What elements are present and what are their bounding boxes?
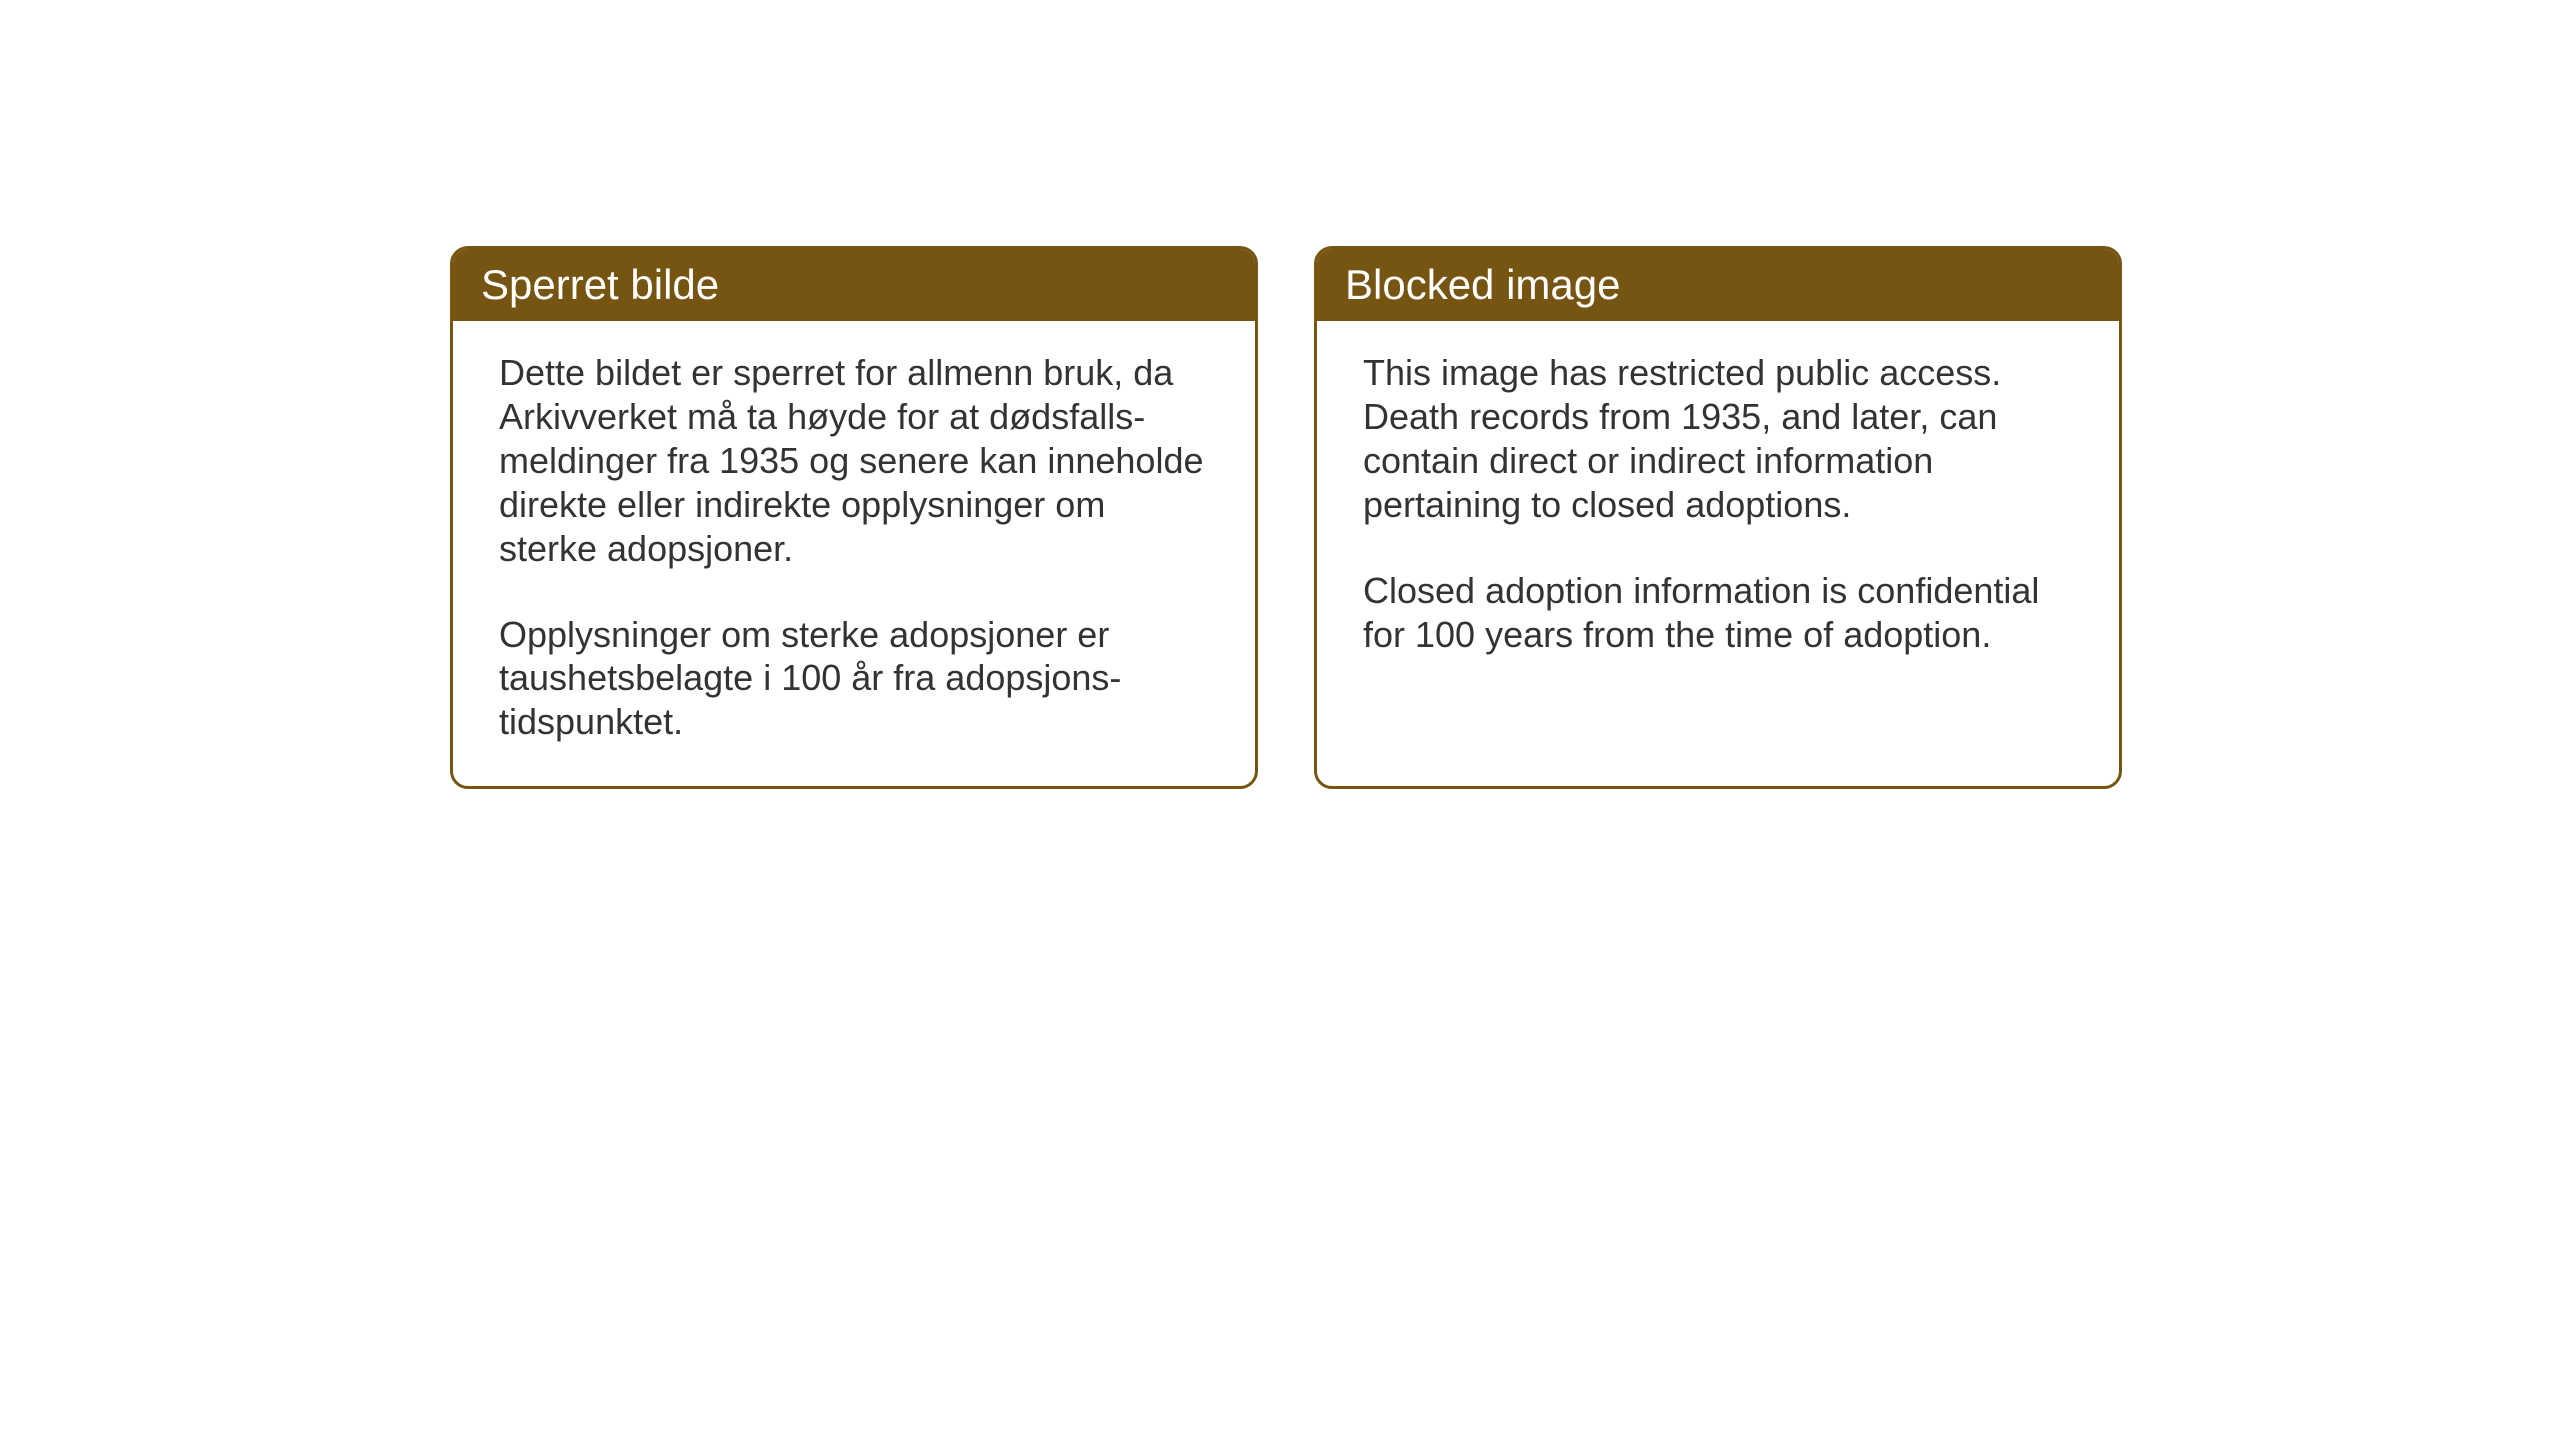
norwegian-card-body: Dette bildet er sperret for allmenn bruk… — [453, 321, 1255, 786]
english-notice-card: Blocked image This image has restricted … — [1314, 246, 2122, 789]
notice-container: Sperret bilde Dette bildet er sperret fo… — [450, 246, 2122, 789]
norwegian-notice-card: Sperret bilde Dette bildet er sperret fo… — [450, 246, 1258, 789]
norwegian-card-title: Sperret bilde — [453, 249, 1255, 321]
english-card-body: This image has restricted public access.… — [1317, 321, 2119, 767]
english-paragraph-2: Closed adoption information is confident… — [1363, 569, 2073, 657]
norwegian-paragraph-2: Opplysninger om sterke adopsjoner er tau… — [499, 613, 1209, 745]
english-card-title: Blocked image — [1317, 249, 2119, 321]
norwegian-paragraph-1: Dette bildet er sperret for allmenn bruk… — [499, 351, 1209, 571]
english-paragraph-1: This image has restricted public access.… — [1363, 351, 2073, 527]
